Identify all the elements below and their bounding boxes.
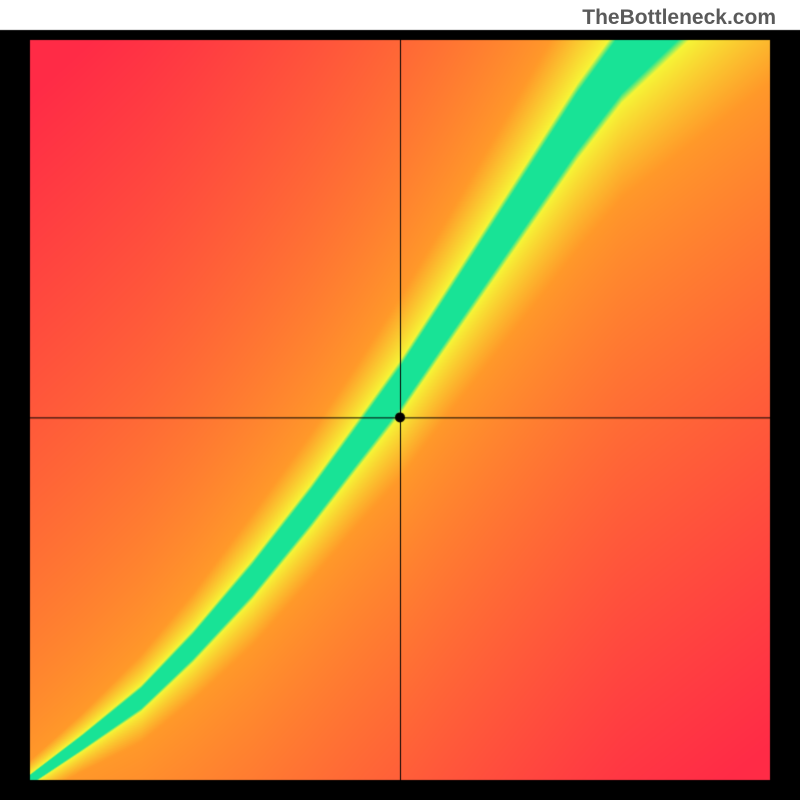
watermark-text: TheBottleneck.com [582, 6, 776, 30]
heatmap-canvas [0, 0, 800, 800]
